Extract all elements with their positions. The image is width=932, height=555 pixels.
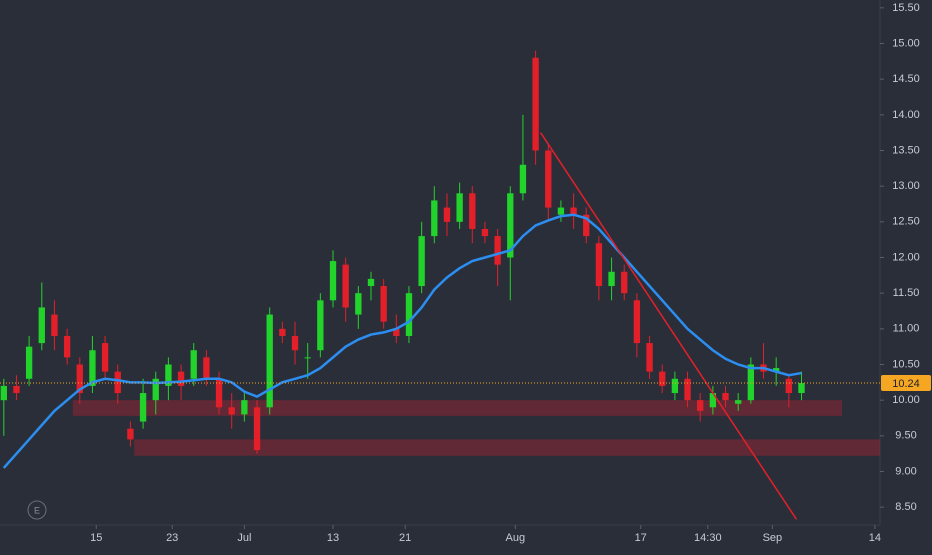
candle-body bbox=[519, 164, 527, 194]
candle-body bbox=[51, 314, 58, 336]
y-tick-label: 11.50 bbox=[893, 287, 920, 299]
candle-body bbox=[127, 428, 134, 440]
candle-body bbox=[279, 328, 286, 336]
candle-body bbox=[621, 271, 628, 294]
candle-body bbox=[709, 393, 717, 408]
event-label: E bbox=[34, 505, 40, 515]
candle-body bbox=[177, 371, 185, 386]
y-tick-label: 14.50 bbox=[892, 73, 920, 85]
candle-body bbox=[89, 350, 96, 386]
candle-body bbox=[203, 357, 210, 379]
candle-body bbox=[114, 371, 121, 394]
moving-average bbox=[2, 213, 802, 469]
candle-body bbox=[13, 385, 20, 394]
x-tick-label: 15 bbox=[90, 532, 102, 544]
candle-body bbox=[595, 243, 603, 287]
candle-body bbox=[671, 378, 679, 394]
candle-body bbox=[228, 407, 235, 415]
candle-body bbox=[507, 193, 514, 258]
candle-body bbox=[101, 343, 109, 372]
trend-line bbox=[540, 132, 798, 520]
candle-body bbox=[798, 383, 805, 394]
candle-body bbox=[684, 378, 691, 401]
candle-body bbox=[646, 343, 653, 372]
candle-body bbox=[380, 286, 387, 322]
candle-body bbox=[722, 393, 729, 401]
y-tick-label: 12.00 bbox=[892, 251, 920, 263]
candle-body bbox=[747, 364, 755, 401]
candle-body bbox=[431, 200, 438, 237]
candle-body bbox=[405, 293, 413, 336]
candle-body bbox=[481, 228, 489, 237]
candle-body bbox=[773, 368, 780, 372]
candle-body bbox=[785, 378, 792, 394]
last-price-box bbox=[881, 375, 931, 392]
x-tick-label: 14 bbox=[869, 532, 881, 544]
candle-body bbox=[735, 400, 742, 404]
x-tick-label: 21 bbox=[399, 532, 411, 544]
candle-body bbox=[329, 261, 337, 301]
candle-body bbox=[570, 207, 577, 215]
candle-body bbox=[63, 335, 71, 358]
candle-body bbox=[152, 378, 159, 401]
x-tick-label: 17 bbox=[635, 532, 647, 544]
candle-body bbox=[38, 307, 45, 344]
candle-body bbox=[241, 400, 248, 415]
y-tick-label: 9.50 bbox=[895, 430, 916, 442]
candle-body bbox=[253, 407, 261, 451]
candle-body bbox=[469, 193, 476, 229]
x-tick-label: 23 bbox=[166, 532, 178, 544]
y-tick-label: 13.00 bbox=[892, 180, 920, 192]
y-tick-label: 15.00 bbox=[892, 37, 920, 49]
y-tick-label: 11.00 bbox=[893, 323, 920, 335]
candle-body bbox=[342, 264, 349, 308]
y-tick-label: 10.00 bbox=[892, 394, 920, 406]
candle-body bbox=[0, 385, 7, 401]
y-tick-label: 8.50 bbox=[895, 501, 916, 513]
candle-body bbox=[139, 393, 147, 422]
support-zone bbox=[72, 400, 843, 416]
y-tick-label: 15.50 bbox=[892, 2, 920, 14]
candle-body bbox=[608, 271, 615, 287]
candle-body bbox=[291, 335, 299, 351]
last-price-label: 10.24 bbox=[892, 378, 920, 390]
x-tick-label: Aug bbox=[506, 532, 526, 544]
candle-body bbox=[697, 400, 704, 411]
support-zone bbox=[134, 439, 880, 456]
candle-body bbox=[418, 236, 425, 287]
candle-body bbox=[494, 236, 501, 265]
candle-body bbox=[266, 314, 273, 408]
y-tick-label: 12.50 bbox=[892, 216, 920, 228]
x-tick-label: Sep bbox=[763, 532, 783, 544]
x-tick-label: Jul bbox=[237, 532, 251, 544]
candle-body bbox=[76, 364, 83, 394]
candle-body bbox=[633, 300, 641, 344]
candle-body bbox=[165, 364, 172, 386]
candle-body bbox=[393, 328, 400, 336]
y-tick-label: 14.00 bbox=[892, 109, 920, 121]
y-tick-label: 9.00 bbox=[895, 465, 916, 477]
candle-body bbox=[456, 193, 463, 222]
candle-body bbox=[659, 371, 666, 386]
y-tick-label: 13.50 bbox=[892, 144, 920, 156]
candle-body bbox=[355, 293, 362, 315]
event-icon[interactable] bbox=[27, 500, 47, 520]
candle-body bbox=[25, 346, 33, 379]
candle-body bbox=[545, 150, 552, 208]
candle-body bbox=[532, 57, 539, 151]
candle-body bbox=[583, 214, 590, 237]
x-tick-label: 14:30 bbox=[694, 532, 722, 544]
x-tick-label: 13 bbox=[327, 532, 339, 544]
candle-body bbox=[215, 378, 223, 408]
candle-body bbox=[190, 350, 197, 379]
candle-body bbox=[304, 357, 311, 359]
candle-body bbox=[443, 207, 451, 222]
y-tick-label: 10.50 bbox=[892, 358, 920, 370]
candle-body bbox=[317, 300, 324, 351]
candle-body bbox=[367, 278, 375, 287]
candle-body bbox=[557, 207, 565, 215]
